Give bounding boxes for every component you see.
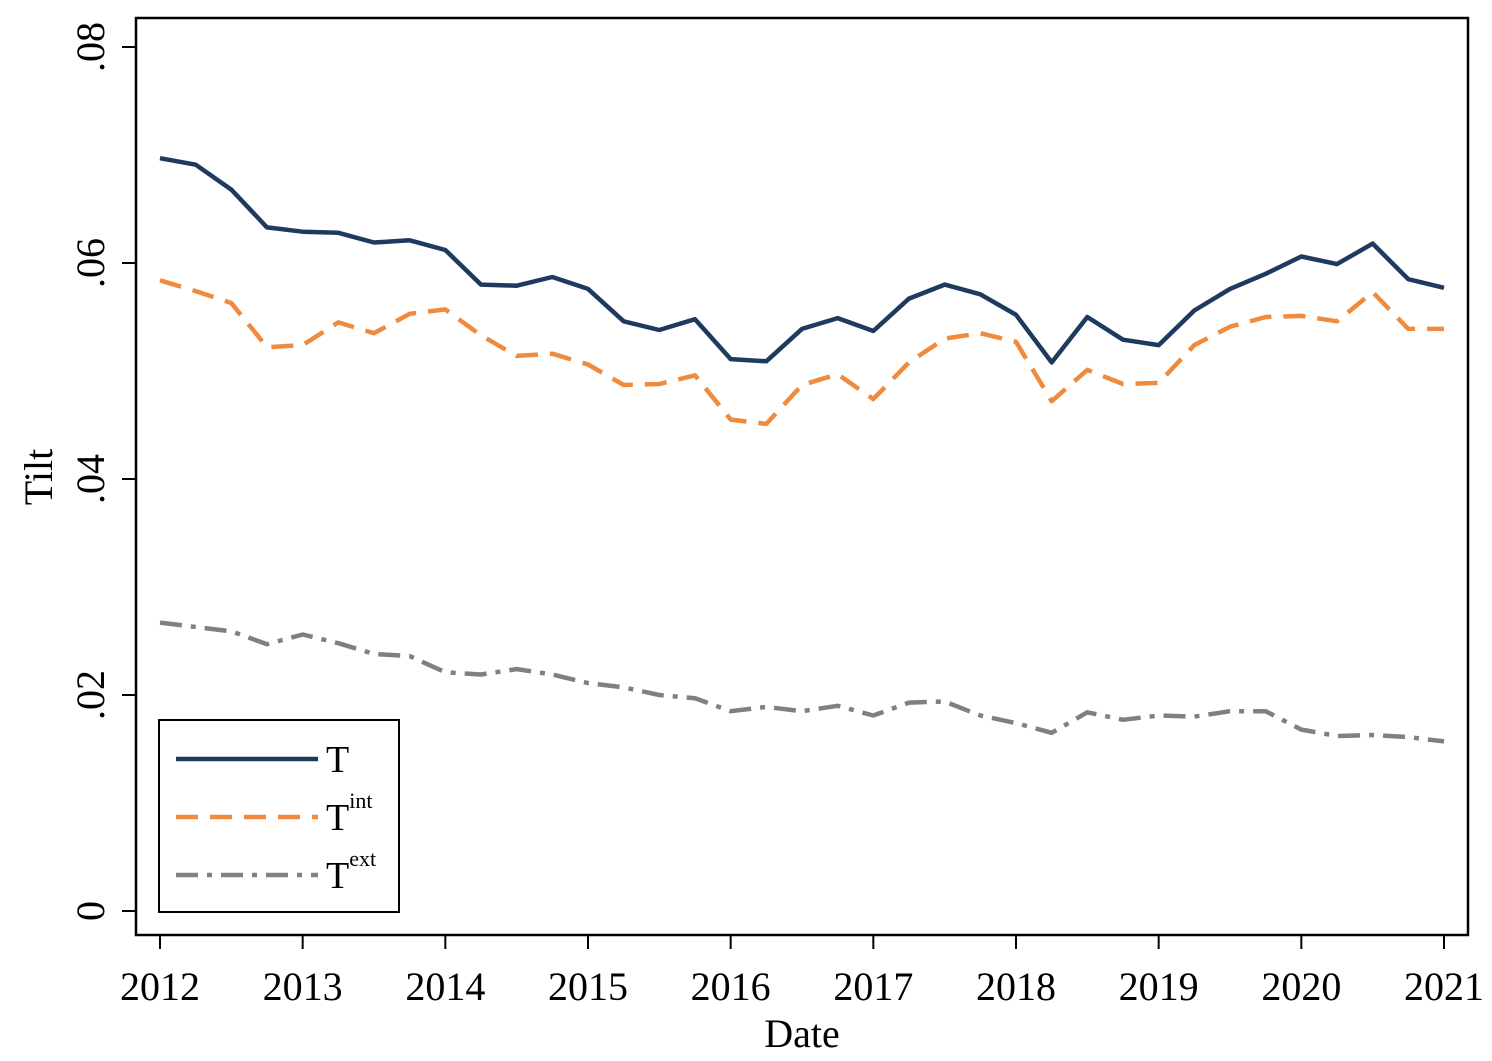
y-tick-label: .08 — [68, 22, 113, 72]
y-axis-title: Tilt — [16, 449, 61, 505]
legend-superscript: int — [349, 788, 372, 813]
x-tick-label: 2020 — [1261, 964, 1341, 1009]
x-tick-label: 2014 — [405, 964, 485, 1009]
y-axis: 0 .02 .04 .06 .08 — [68, 22, 136, 921]
line-chart: 0.02.04.06.08 2012 2013 2014 2015 2016 2017 20… — [0, 0, 1492, 1061]
x-axis-title: Date — [764, 1011, 840, 1056]
y-tick-label: .02 — [68, 670, 113, 720]
x-tick-label: 2021 — [1404, 964, 1484, 1009]
x-tick-label: 2015 — [548, 964, 628, 1009]
legend-superscript: ext — [349, 846, 376, 871]
x-tick-label: 2018 — [976, 964, 1056, 1009]
x-tick-label: 2013 — [263, 964, 343, 1009]
legend-label: T — [326, 739, 349, 781]
x-tick-label: 2017 — [833, 964, 913, 1009]
y-tick-label: 0 — [68, 901, 113, 921]
x-axis: 2012 2013 2014 2015 2016 2017 2018 2019 2020 2021 — [120, 935, 1484, 1009]
x-tick-label: 2012 — [120, 964, 200, 1009]
y-tick-label: .04 — [68, 454, 113, 504]
x-tick-label: 2016 — [691, 964, 771, 1009]
x-tick-label: 2019 — [1119, 964, 1199, 1009]
y-tick-label: .06 — [68, 238, 113, 288]
